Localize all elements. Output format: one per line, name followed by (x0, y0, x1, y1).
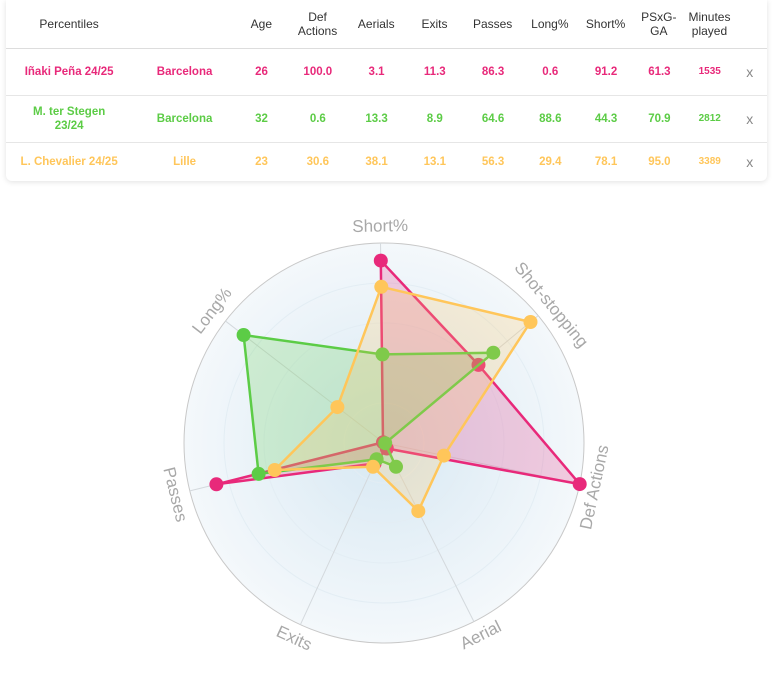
player-passes: 56.3 (481, 155, 505, 168)
player-age: 26 (255, 65, 268, 78)
radar-point (523, 315, 538, 329)
player-def-actions: 0.6 (309, 112, 326, 125)
table-row: Iñaki Peña 24/25 Barcelona 26 100.0 3.1 … (6, 48, 767, 96)
radar-series-group (209, 253, 587, 519)
player-short: 78.1 (594, 155, 618, 168)
radar-series-2 (267, 279, 538, 519)
player-minutes: 3389 (698, 155, 721, 167)
player-minutes: 1535 (698, 65, 721, 77)
player-psxg-ga: 61.3 (648, 65, 671, 78)
player-psxg-ga: 95.0 (648, 155, 671, 168)
player-name-line1: Iñaki Peña 24/25 (24, 65, 114, 78)
radar-point (436, 448, 451, 463)
player-age: 23 (255, 155, 268, 168)
radar-point (374, 279, 389, 294)
remove-player-button[interactable]: x (746, 63, 754, 80)
player-def-actions: 100.0 (303, 65, 333, 78)
radar-grid-ring (343, 402, 425, 484)
radar-point (330, 400, 345, 415)
header-psxg-line2: GA (650, 24, 668, 38)
player-name: L. Chevalier 24/25 (6, 155, 132, 169)
header-short: Short% (585, 17, 626, 31)
header-passes: Passes (472, 17, 513, 31)
header-psxg-ga: PSxG- GA (631, 10, 686, 38)
header-def-actions: Def Actions (286, 10, 349, 38)
player-psxg-ga: 70.9 (648, 112, 671, 125)
radar-point (389, 459, 403, 474)
header-percentiles: Percentiles (39, 17, 99, 31)
header-age: Age (250, 17, 273, 31)
player-name-line1: M. ter Stegen (33, 105, 106, 118)
radar-point (411, 504, 426, 519)
player-passes: 64.6 (481, 112, 505, 125)
comparison-table: Percentiles Age Def Actions Aerials Exit… (6, 0, 767, 181)
player-long: 0.6 (542, 65, 559, 78)
radar-point (366, 459, 380, 474)
player-team: Barcelona (156, 112, 213, 125)
player-aerials: 3.1 (368, 65, 385, 78)
radar-series-area (273, 285, 532, 513)
header-def-actions-line1: Def (308, 10, 327, 24)
radar-point (236, 328, 251, 342)
radar-point (378, 436, 393, 451)
player-def-actions: 30.6 (306, 155, 330, 168)
table-row: L. Chevalier 24/25 Lille 23 30.6 38.1 13… (6, 142, 767, 181)
player-passes: 86.3 (481, 65, 505, 78)
table-header: Percentiles Age Def Actions Aerials Exit… (6, 0, 767, 49)
header-psxg-line1: PSxG- (641, 10, 677, 24)
player-team: Lille (173, 155, 197, 168)
radar-spoke (299, 442, 385, 625)
header-aerials: Aerials (357, 17, 395, 31)
header-minutes-line2: played (691, 24, 728, 38)
header-long: Long% (531, 17, 569, 31)
table-row: M. ter Stegen 23/24 Barcelona 32 0.6 13.… (6, 95, 767, 143)
header-exits: Exits (421, 17, 448, 31)
radar-grid-ring (263, 322, 505, 564)
header-minutes-line1: Minutes (688, 10, 731, 24)
player-name-line2: 23/24 (54, 119, 84, 132)
player-name-line1: L. Chevalier 24/25 (20, 155, 118, 168)
player-aerials: 13.3 (365, 112, 388, 125)
radar-point (267, 463, 282, 477)
player-short: 44.3 (594, 112, 618, 125)
radar-grid-ring (303, 362, 465, 524)
radar-point (251, 466, 266, 481)
player-exits: 11.3 (423, 65, 446, 78)
player-exits: 13.1 (423, 155, 446, 168)
player-team: Barcelona (156, 65, 213, 78)
player-name: M. ter Stegen 23/24 (6, 105, 132, 133)
header-minutes: Minutes played (686, 10, 732, 38)
player-exits: 8.9 (426, 112, 443, 125)
remove-player-button[interactable]: x (746, 110, 754, 127)
radar-point (486, 345, 501, 360)
radar-spoke (225, 320, 385, 444)
radar-point (209, 477, 224, 492)
radar-point (373, 253, 388, 268)
radar-axis-label: Short% (352, 216, 408, 236)
header-def-actions-line2: Actions (297, 24, 338, 38)
player-minutes: 2812 (698, 112, 721, 124)
player-long: 88.6 (539, 112, 562, 125)
player-aerials: 38.1 (365, 155, 388, 168)
player-long: 29.4 (539, 155, 562, 168)
radar-point (572, 477, 587, 492)
player-short: 91.2 (594, 65, 618, 78)
player-age: 32 (255, 112, 268, 125)
player-name: Iñaki Peña 24/25 (6, 65, 132, 79)
radar-point (375, 347, 390, 362)
remove-player-button[interactable]: x (746, 153, 754, 170)
